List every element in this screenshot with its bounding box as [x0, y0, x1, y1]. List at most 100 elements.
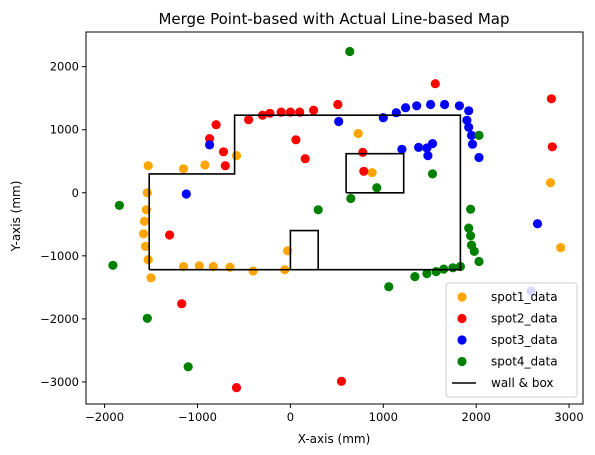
y-tick-label: −3000: [40, 375, 79, 389]
point-spot3_data-19: [427, 139, 438, 149]
legend-marker-spot3_data: [457, 335, 467, 345]
point-spot3_data-7: [454, 101, 464, 111]
point-spot1_data-1: [178, 164, 189, 174]
point-spot2_data-3: [220, 161, 230, 171]
point-spot4_data-6: [108, 260, 118, 270]
point-spot2_data-16: [430, 79, 440, 89]
y-tick-label: 2000: [50, 60, 79, 74]
point-spot2_data-13: [300, 154, 310, 164]
point-spot3_data-5: [426, 99, 436, 110]
legend: spot1_data spot2_data spot3_data spot4_data…: [445, 282, 578, 398]
x-tick-label: 2000: [462, 410, 491, 424]
point-spot1_data-20: [545, 178, 556, 188]
axis-ticks: −2000 −1000 0 1000 2000 3000 −3000 −2000 −1000 0 1…: [40, 60, 584, 424]
point-spot4_data-11: [422, 268, 432, 279]
point-spot4_data-19: [469, 246, 479, 256]
point-spot2_data-20: [177, 299, 187, 309]
point-spot4_data-10: [410, 272, 420, 282]
point-spot1_data-4: [142, 188, 152, 198]
x-tick-label: 0: [287, 410, 294, 424]
point-spot4_data-22: [466, 204, 476, 214]
point-spot1_data-10: [146, 273, 156, 283]
legend-label-spot1_data: spot1_data: [491, 290, 558, 304]
point-spot4_data-8: [183, 362, 193, 372]
point-spot3_data-21: [532, 219, 543, 229]
point-spot4_data-9: [384, 282, 394, 292]
point-spot1_data-8: [140, 241, 151, 251]
legend-label-spot3_data: spot3_data: [491, 333, 558, 347]
point-spot4_data-7: [142, 313, 152, 323]
point-spot4_data-4: [427, 169, 438, 179]
point-spot2_data-10: [309, 105, 319, 115]
wall-line-2: [289, 229, 320, 270]
point-spot3_data-10: [464, 122, 474, 132]
chart-title: Merge Point-based with Actual Line-based…: [158, 10, 509, 28]
legend-marker-spot2_data: [457, 313, 467, 324]
point-spot4_data-21: [474, 130, 484, 140]
point-spot2_data-18: [547, 142, 557, 152]
legend-marker-spot1_data: [457, 292, 467, 302]
point-spot3_data-4: [412, 101, 422, 111]
point-spot1_data-9: [143, 255, 153, 265]
point-spot1_data-19: [367, 168, 377, 178]
point-spot3_data-3: [401, 103, 411, 113]
point-spot4_data-1: [346, 193, 356, 204]
point-spot1_data-3: [231, 151, 242, 161]
point-spot2_data-4: [244, 115, 254, 125]
point-spot3_data-13: [474, 152, 484, 163]
point-spot3_data-11: [466, 130, 477, 140]
point-spot3_data-15: [181, 189, 191, 199]
plot-area: [108, 46, 566, 393]
point-spot2_data-22: [336, 376, 347, 386]
point-spot1_data-11: [178, 261, 189, 272]
point-spot3_data-14: [205, 140, 215, 150]
point-spot4_data-17: [466, 231, 476, 241]
point-spot4_data-5: [114, 200, 124, 210]
point-spot1_data-13: [208, 261, 218, 272]
point-spot3_data-12: [467, 139, 478, 149]
point-spot4_data-20: [474, 256, 484, 267]
y-tick-label: −1000: [40, 249, 79, 263]
x-tick-label: 1000: [369, 410, 398, 424]
point-spot3_data-8: [464, 106, 474, 116]
point-spot1_data-18: [353, 128, 363, 139]
x-axis-label: X-axis (mm): [298, 432, 371, 446]
point-spot2_data-19: [165, 230, 175, 240]
point-spot3_data-6: [440, 99, 450, 110]
legend-box: [445, 282, 578, 398]
point-spot2_data-6: [265, 108, 275, 118]
point-spot1_data-6: [139, 216, 150, 226]
point-spot2_data-11: [333, 99, 343, 110]
x-tick-label: −1000: [178, 410, 217, 424]
point-spot3_data-0: [334, 116, 344, 127]
point-spot1_data-15: [248, 266, 258, 276]
legend-label-spot2_data: spot2_data: [491, 312, 558, 326]
point-spot1_data-12: [194, 261, 204, 271]
y-tick-label: 1000: [50, 123, 79, 137]
point-spot3_data-20: [423, 151, 433, 161]
point-spot2_data-1: [205, 134, 215, 144]
point-spot4_data-0: [345, 46, 355, 57]
legend-label-wall: wall & box: [491, 376, 554, 390]
point-spot2_data-17: [546, 94, 557, 104]
point-spot3_data-17: [414, 142, 424, 152]
x-tick-label: 3000: [554, 410, 583, 424]
point-spot4_data-3: [313, 205, 323, 215]
point-spot1_data-2: [200, 160, 210, 170]
legend-marker-spot4_data: [457, 356, 467, 367]
point-spot3_data-16: [397, 144, 407, 154]
point-spot1_data-0: [143, 161, 153, 171]
point-spot2_data-2: [218, 147, 229, 157]
y-tick-label: 0: [72, 186, 79, 200]
point-spot3_data-9: [462, 115, 472, 125]
point-spot1_data-7: [139, 229, 149, 239]
point-spot2_data-12: [291, 135, 301, 145]
point-spot2_data-21: [231, 383, 242, 393]
y-tick-label: −2000: [40, 312, 79, 326]
point-spot2_data-14: [358, 147, 368, 157]
point-spot2_data-15: [359, 166, 369, 176]
wall-line-0: [148, 114, 462, 271]
axes-frame: [85, 31, 584, 405]
point-spot4_data-16: [464, 223, 474, 233]
point-spot1_data-21: [556, 243, 566, 253]
